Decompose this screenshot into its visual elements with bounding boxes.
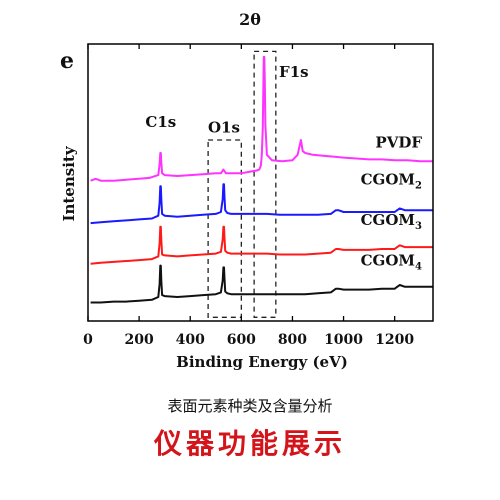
peak-label-f1s: F1s xyxy=(279,63,309,81)
x-tick-label: 200 xyxy=(124,332,153,348)
dashed-region-1 xyxy=(207,139,242,318)
series-label-cgom2: CGOM2 xyxy=(361,170,422,191)
banner-title: 仪器功能展示 xyxy=(153,427,346,460)
series-line-cgom4 xyxy=(90,264,433,304)
x-axis-ticks: 0 200 400 600 800 1000 1200 xyxy=(83,44,414,348)
x-axis-label: Binding Energy (eV) xyxy=(176,353,348,371)
figure-caption: 表面元素种类及含量分析 xyxy=(167,397,333,415)
peak-label-c1s: C1s xyxy=(145,113,176,131)
x-tick-label: 800 xyxy=(278,332,307,348)
xps-survey-chart: 2θ e PVDF CGOM2 CGOM3 CGOM4 C1s O1s F1s 0 200 40… xyxy=(60,10,434,371)
y-axis-label: Intensity xyxy=(60,145,78,221)
x-tick-label: 0 xyxy=(83,332,93,348)
x-tick-label: 600 xyxy=(227,332,256,348)
x-tick-label: 400 xyxy=(176,332,205,348)
series-label-pvdf: PVDF xyxy=(375,133,422,151)
series-label-cgom4: CGOM4 xyxy=(361,252,422,273)
plot-area: PVDF CGOM2 CGOM3 CGOM4 C1s O1s F1s xyxy=(90,50,433,318)
plot-frame xyxy=(87,43,434,322)
cut-title: 2θ xyxy=(239,10,261,29)
dashed-region-2 xyxy=(253,50,277,318)
series-line-pvdf xyxy=(90,55,433,182)
panel-label: e xyxy=(60,48,74,74)
series-label-cgom3: CGOM3 xyxy=(361,211,422,232)
x-tick-label: 1000 xyxy=(324,332,363,348)
x-tick-label: 1200 xyxy=(375,332,414,348)
series-line-cgom3 xyxy=(90,225,433,265)
series-line-cgom2 xyxy=(90,183,433,225)
peak-label-o1s: O1s xyxy=(208,119,240,137)
